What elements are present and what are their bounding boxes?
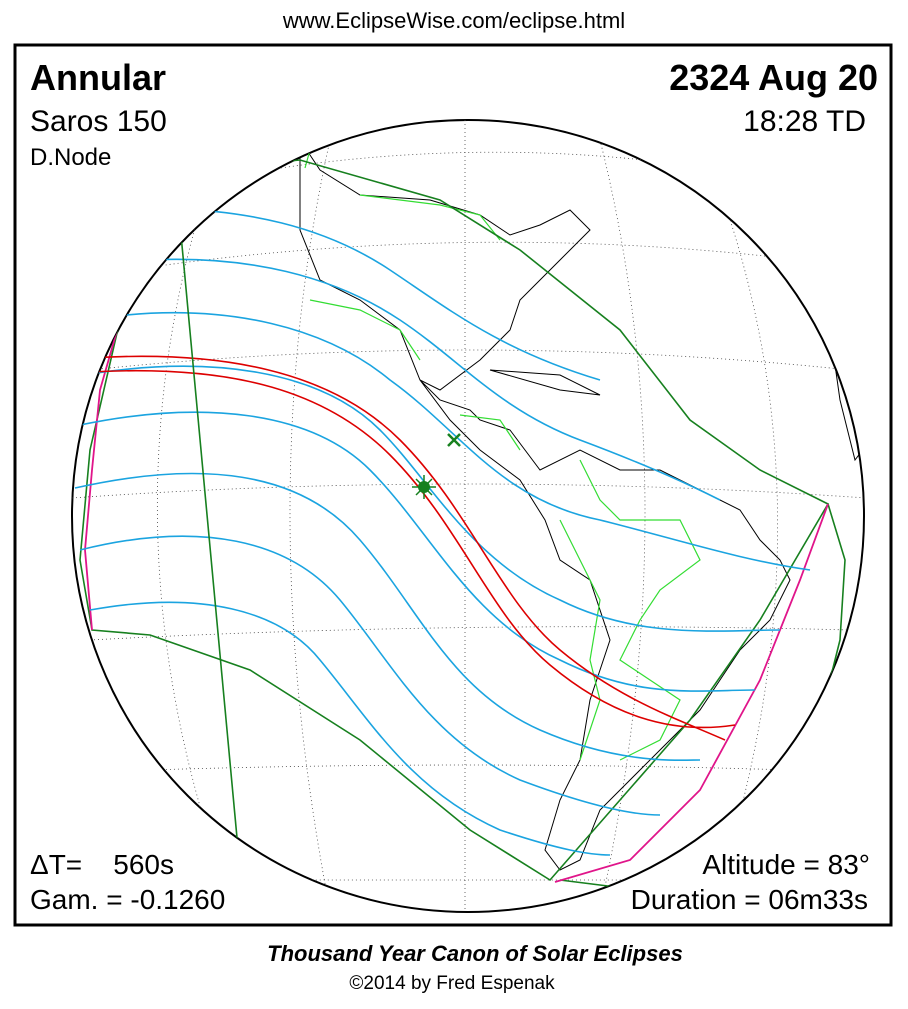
copyright: ©2014 by Fred Espenak: [349, 973, 555, 994]
url: www.EclipseWise.com/eclipse.html: [282, 8, 625, 33]
isochrones: [74, 206, 811, 856]
footer-title: Thousand Year Canon of Solar Eclipses: [267, 941, 683, 966]
delta-t: ΔT= 560s: [30, 849, 174, 880]
greatest-duration-marker: [447, 433, 461, 447]
duration: Duration = 06m33s: [631, 884, 868, 915]
time: 18:28 TD: [743, 105, 866, 138]
central-line-south: [89, 369, 736, 729]
penumbral-limit: [79, 159, 830, 882]
eclipse-type: Annular: [30, 57, 166, 98]
greatest-eclipse-marker: [412, 475, 436, 499]
date: 2324 Aug 20: [669, 57, 878, 98]
globe: [71, 119, 865, 913]
node: D.Node: [30, 144, 111, 171]
central-line-north: [89, 355, 726, 741]
graticule: [72, 120, 864, 912]
gamma: Gam. = -0.1260: [30, 884, 225, 915]
saros: Saros 150: [30, 105, 167, 138]
altitude: Altitude = 83°: [702, 849, 870, 880]
frame: [13, 43, 893, 927]
